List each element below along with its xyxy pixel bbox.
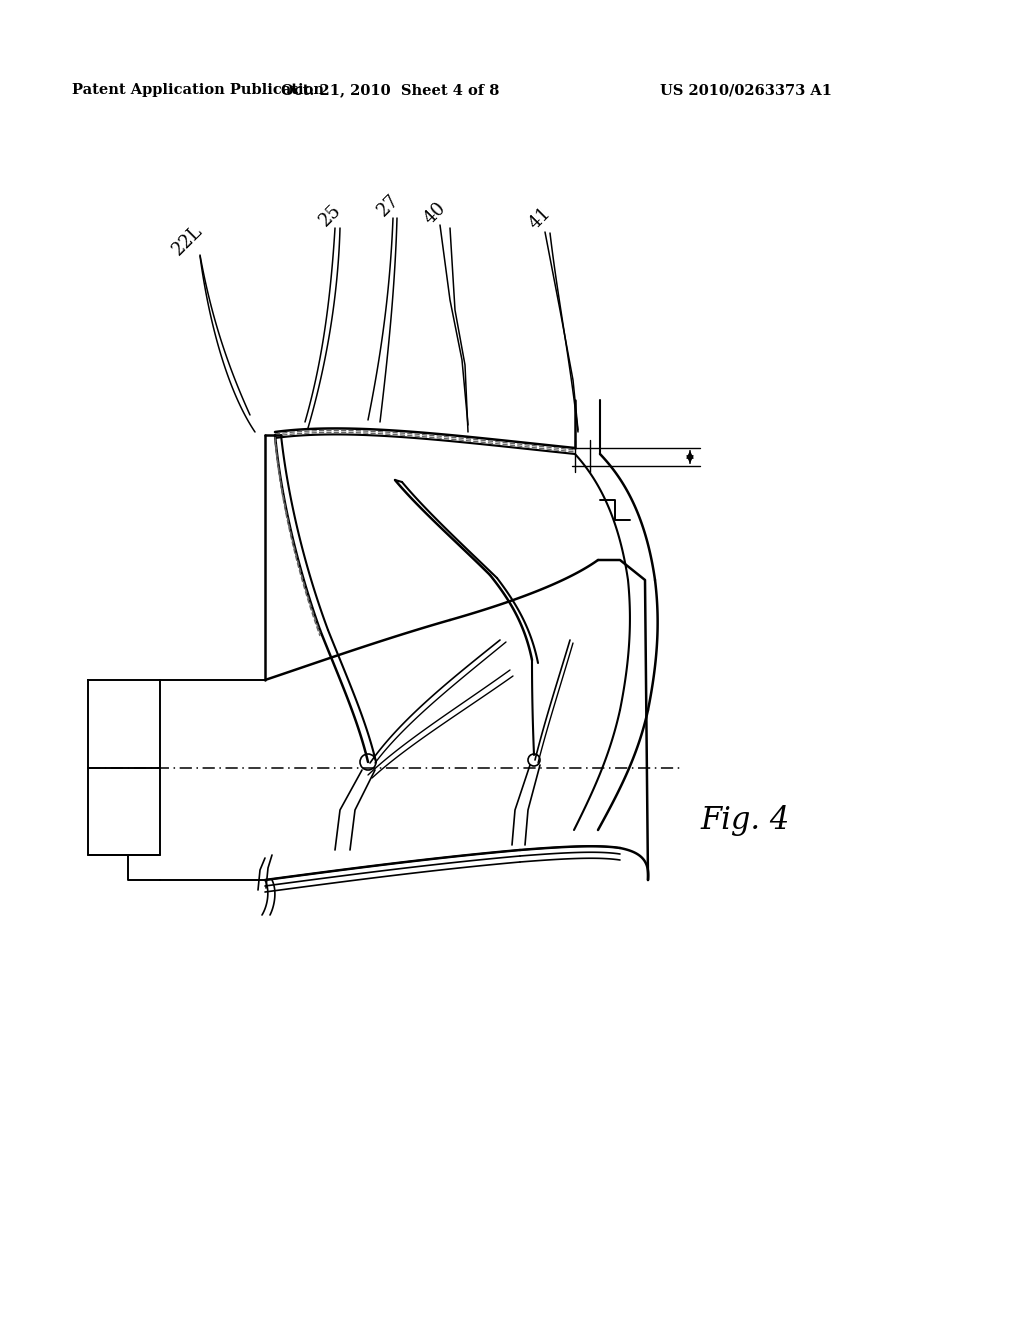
Text: 41: 41 [525, 203, 554, 232]
Text: Patent Application Publication: Patent Application Publication [72, 83, 324, 96]
Text: 22L: 22L [169, 222, 207, 259]
Text: Oct. 21, 2010  Sheet 4 of 8: Oct. 21, 2010 Sheet 4 of 8 [281, 83, 499, 96]
Text: Fig. 4: Fig. 4 [700, 804, 790, 836]
Text: 40: 40 [421, 198, 450, 227]
Text: 25: 25 [315, 201, 344, 230]
Text: 27: 27 [374, 190, 402, 219]
Text: US 2010/0263373 A1: US 2010/0263373 A1 [660, 83, 831, 96]
